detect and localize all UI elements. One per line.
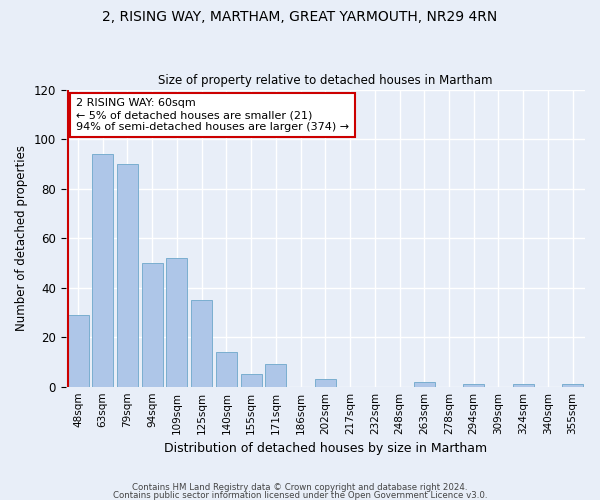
Title: Size of property relative to detached houses in Martham: Size of property relative to detached ho…: [158, 74, 493, 87]
Bar: [512, 384, 533, 386]
Text: 2, RISING WAY, MARTHAM, GREAT YARMOUTH, NR29 4RN: 2, RISING WAY, MARTHAM, GREAT YARMOUTH, …: [103, 10, 497, 24]
Y-axis label: Number of detached properties: Number of detached properties: [15, 145, 28, 331]
Bar: [414, 382, 435, 386]
Bar: [191, 300, 212, 386]
Bar: [315, 380, 336, 386]
Text: Contains HM Land Registry data © Crown copyright and database right 2024.: Contains HM Land Registry data © Crown c…: [132, 484, 468, 492]
Bar: [142, 263, 163, 386]
Bar: [117, 164, 138, 386]
Bar: [68, 315, 89, 386]
Bar: [463, 384, 484, 386]
Text: 2 RISING WAY: 60sqm
← 5% of detached houses are smaller (21)
94% of semi-detache: 2 RISING WAY: 60sqm ← 5% of detached hou…: [76, 98, 349, 132]
Bar: [166, 258, 187, 386]
Bar: [92, 154, 113, 386]
Bar: [241, 374, 262, 386]
X-axis label: Distribution of detached houses by size in Martham: Distribution of detached houses by size …: [164, 442, 487, 455]
Bar: [216, 352, 237, 386]
Text: Contains public sector information licensed under the Open Government Licence v3: Contains public sector information licen…: [113, 490, 487, 500]
Bar: [562, 384, 583, 386]
Bar: [265, 364, 286, 386]
